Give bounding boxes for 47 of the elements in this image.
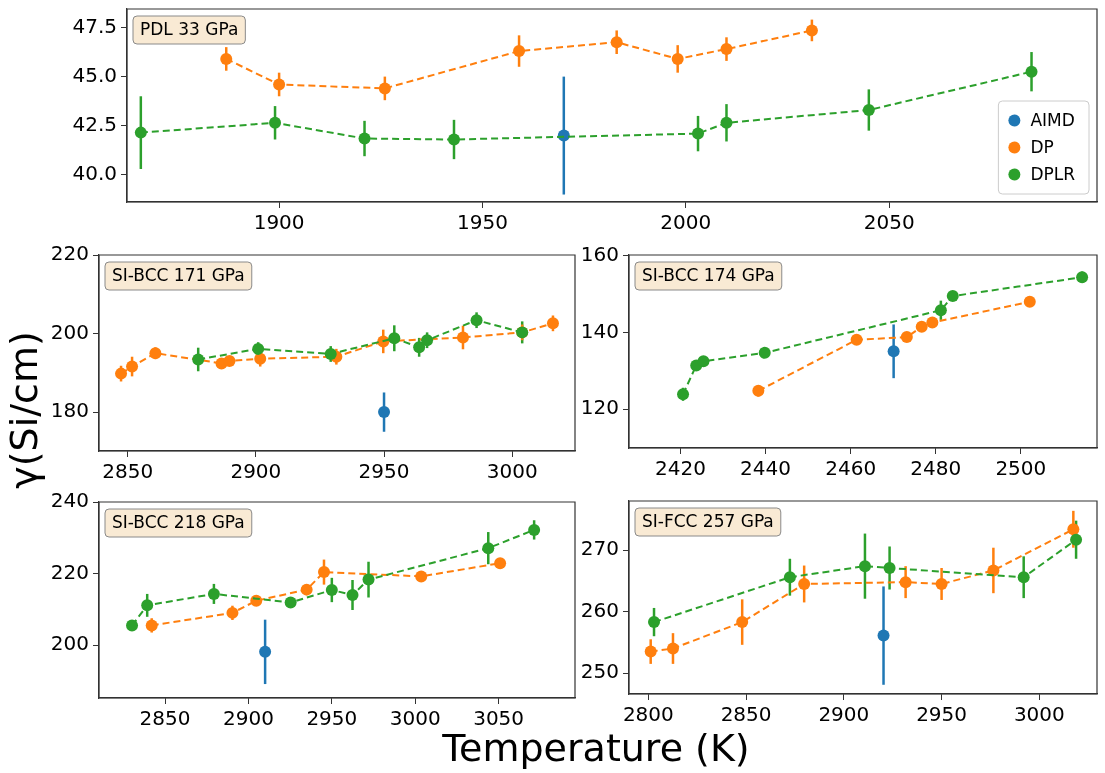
x-tick-label: 2500 [995, 456, 1047, 481]
y-tick-label: 40.0 [72, 161, 117, 186]
y-tick-label: 180 [50, 398, 89, 423]
x-tick-label: 2480 [910, 456, 962, 481]
x-tick-label: 2950 [358, 459, 410, 484]
y-tick-label: 220 [50, 241, 89, 266]
x-tick-label: 2900 [222, 706, 274, 731]
x-tick-label: 2900 [230, 459, 282, 484]
x-tick-label: 2000 [660, 210, 712, 235]
x-tick-label: 2950 [306, 706, 358, 731]
x-tick-label: 2440 [740, 456, 792, 481]
y-tick-label: 140 [580, 318, 619, 343]
x-tick-label: 3000 [486, 459, 538, 484]
legend-label: DP [1030, 136, 1054, 157]
y-tick-label: 240 [50, 488, 89, 513]
y-tick-label: 200 [50, 319, 89, 344]
x-tick-label: 2460 [825, 456, 877, 481]
text: SI-BCC 174 GPa [642, 265, 775, 286]
x-tick-label: 1950 [457, 210, 508, 235]
y-tick-label: 270 [580, 536, 619, 561]
legend-label: DPLR [1030, 163, 1076, 184]
x-tick-label: 2950 [916, 702, 968, 727]
legend-label: AIMD [1030, 109, 1075, 130]
x-tick-label: 2900 [818, 702, 870, 727]
y-tick-label: 200 [50, 631, 89, 656]
x-tick-label: 2850 [720, 702, 772, 727]
x-tick-label: 2800 [622, 702, 674, 727]
y-tick-label: 42.5 [72, 111, 117, 136]
x-tick-label: 2420 [655, 456, 706, 481]
text: PDL 33 GPa [140, 19, 239, 40]
y-tick-label: 47.5 [72, 13, 117, 38]
x-tick-label: 3000 [389, 706, 441, 731]
text: SI-BCC 218 GPa [112, 512, 245, 533]
x-tick-label: 1900 [253, 210, 305, 235]
y-tick-label: 120 [580, 395, 619, 420]
x-tick-label: 2050 [863, 210, 915, 235]
x-tick-label: 3000 [1013, 702, 1065, 727]
x-tick-label: 2850 [139, 706, 191, 731]
y-tick-label: 260 [580, 597, 619, 622]
y-tick-label: 220 [50, 559, 89, 584]
text: SI-BCC 171 GPa [112, 265, 245, 286]
text: SI-FCC 257 GPa [642, 511, 774, 532]
y-tick-label: 250 [580, 659, 619, 684]
x-tick-label: 2850 [102, 459, 154, 484]
y-axis-title: γ(Si/cm) [2, 331, 46, 489]
y-tick-label: 45.0 [72, 62, 117, 87]
y-tick-label: 160 [580, 241, 619, 266]
